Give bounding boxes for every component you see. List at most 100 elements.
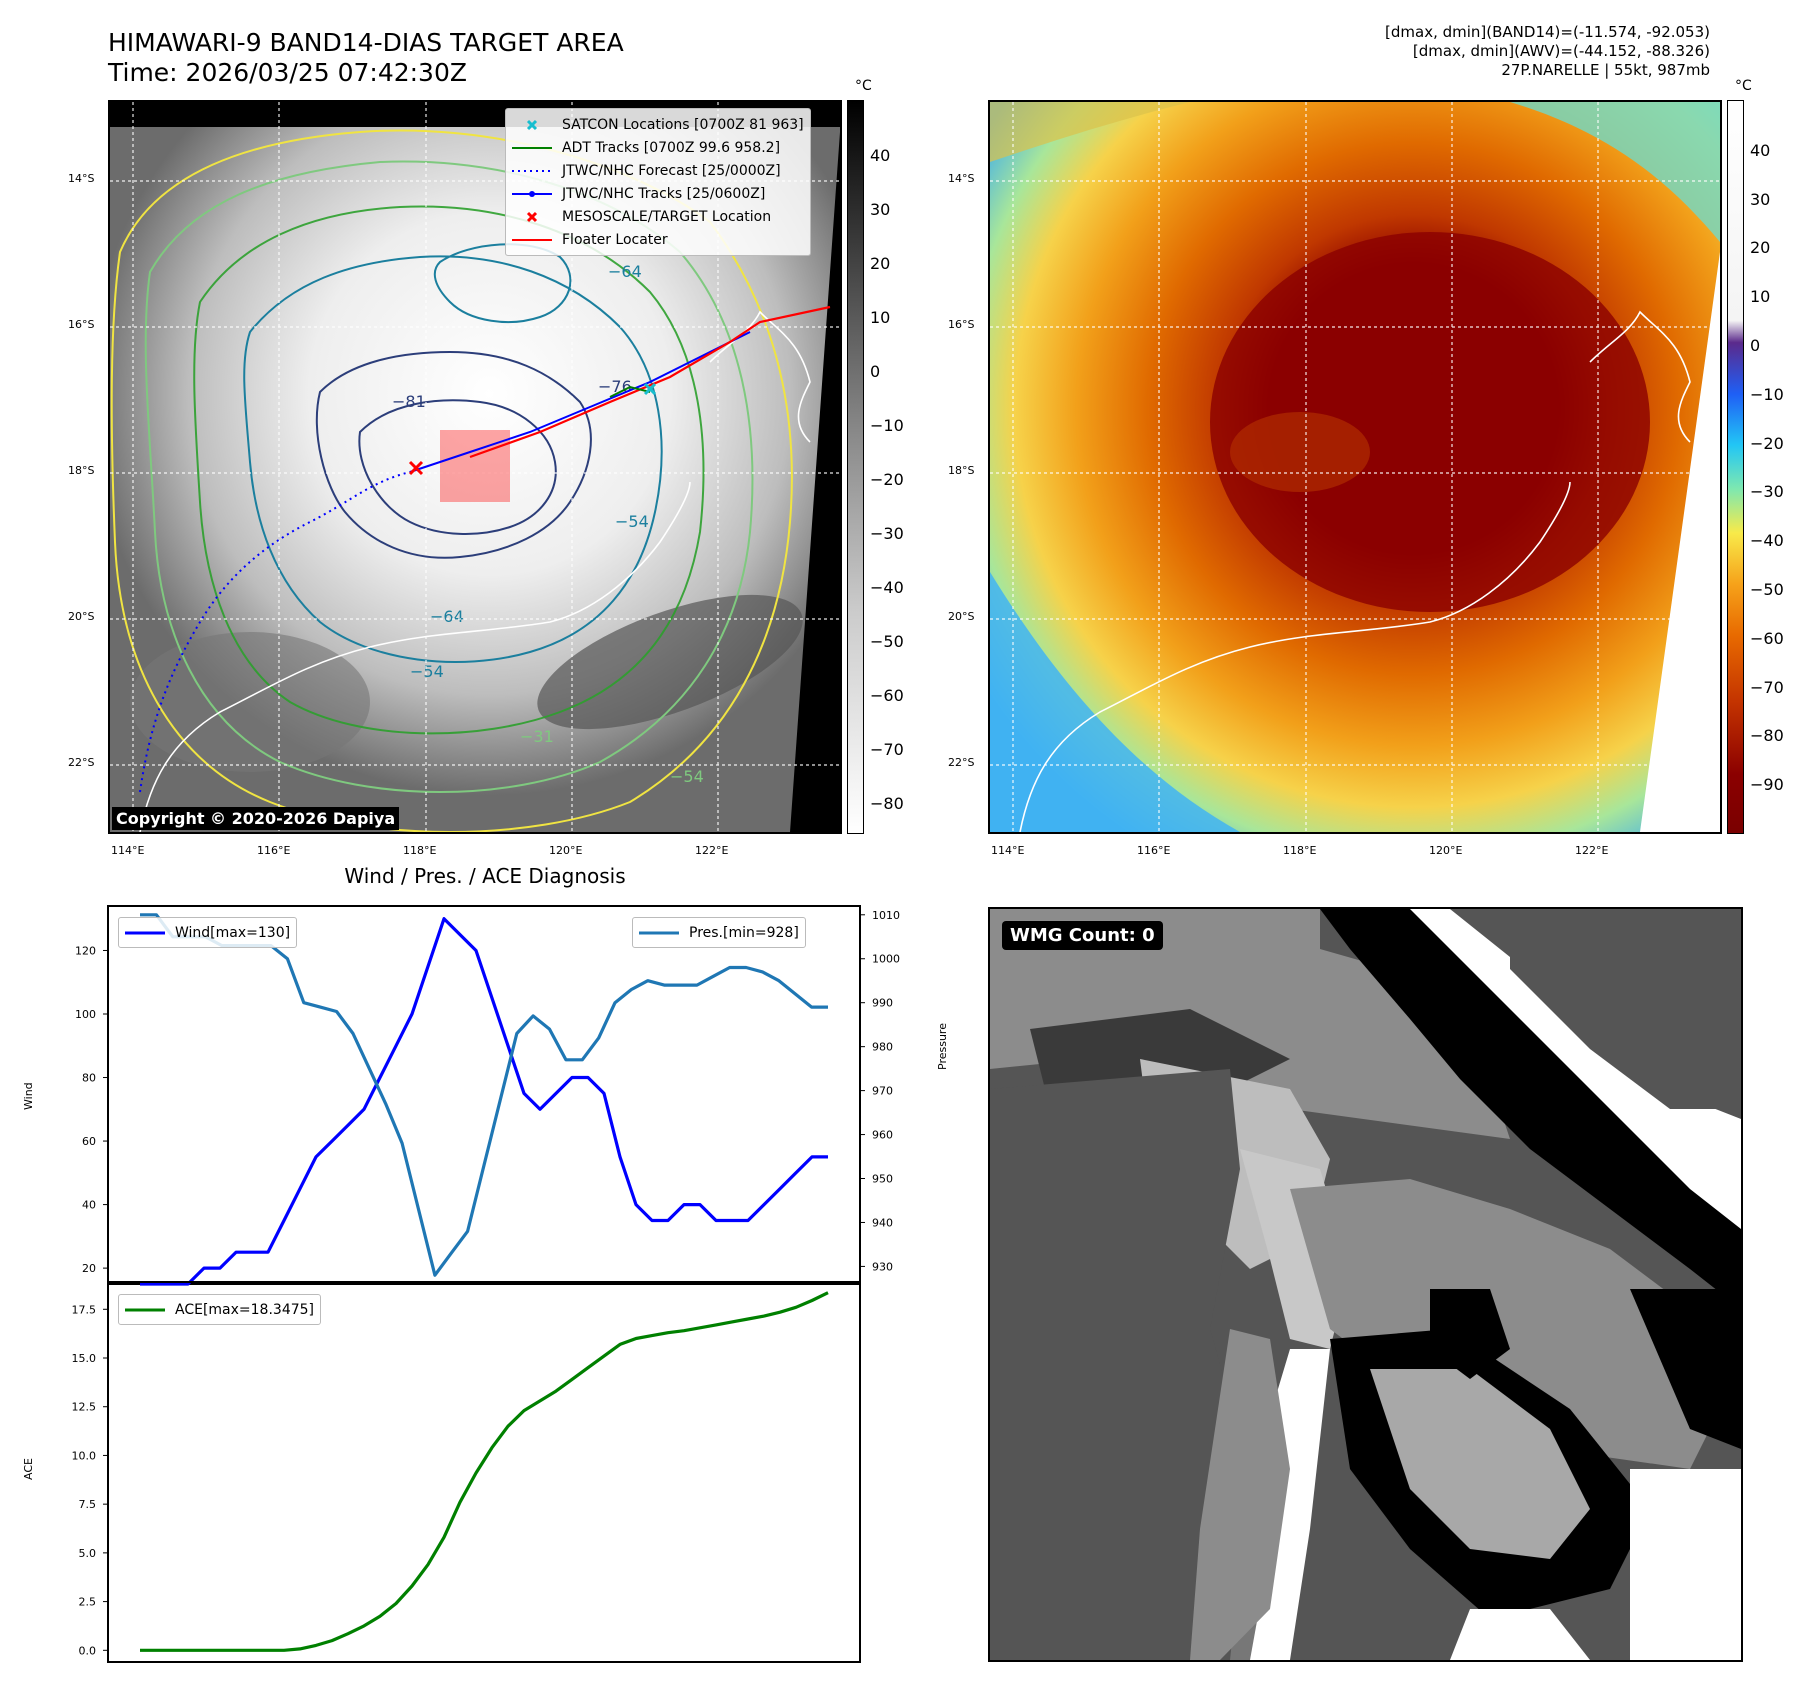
lat-label: 22°S — [948, 756, 975, 769]
dotted-line-icon — [512, 164, 552, 178]
colorbar-tick: −70 — [870, 740, 904, 759]
colorbar-tick: 20 — [870, 254, 891, 273]
line-marker-icon — [512, 233, 552, 247]
contour-label: −76 — [598, 377, 632, 396]
colorbar-tick: 40 — [870, 146, 891, 165]
legend-entry-wind: Wind[max=130] — [125, 921, 290, 944]
map-legend: SATCON Locations [0700Z 81 963] ADT Trac… — [505, 108, 811, 256]
y-tick-label: 20 — [82, 1262, 96, 1275]
y-tick-label: 60 — [82, 1135, 96, 1148]
contour-label: −54 — [615, 512, 649, 531]
series-line-wind — [140, 917, 828, 1286]
y-tick-label: 17.5 — [72, 1303, 97, 1316]
colorbar-tick: −60 — [1750, 629, 1784, 648]
colorbar-tick: −90 — [1750, 775, 1784, 794]
colorbar-tick: 0 — [870, 362, 881, 381]
wmg-image — [990, 909, 1741, 1660]
lon-label: 116°E — [257, 844, 291, 857]
colorbar-tick: −80 — [1750, 726, 1784, 745]
y2-tick-label: 940 — [872, 1216, 893, 1229]
colorbar-tick: 0 — [1750, 336, 1761, 355]
lat-label: 14°S — [68, 172, 95, 185]
colorbar-unit: °C — [1735, 78, 1752, 94]
y2-tick-label: 960 — [872, 1129, 893, 1142]
colorbar-tick: −50 — [870, 632, 904, 651]
color-colorbar — [1727, 100, 1744, 834]
colorbar-tick: −20 — [1750, 434, 1784, 453]
storm-info: [dmax, dmin](BAND14)=(-11.574, -92.053) … — [1385, 23, 1710, 80]
info-line-2: [dmax, dmin](AWV)=(-44.152, -88.326) — [1412, 42, 1710, 60]
plot-frame — [107, 905, 861, 1285]
colorbar-tick: −40 — [870, 578, 904, 597]
contour-label: −31 — [520, 727, 554, 746]
y-tick-label: 15.0 — [72, 1352, 97, 1365]
colorbar-tick: 40 — [1750, 141, 1771, 160]
ir-map-panel: −64 −76 −81 −54 −64 −54 −31 −54 — [108, 100, 842, 834]
wind-pressure-chart: 20 40 60 80 100 120 930 940 950 960 970 980 990 1000 1… — [75, 905, 900, 1286]
colorbar-tick: −20 — [870, 470, 904, 489]
line-marker-icon — [125, 926, 165, 940]
pressure-legend: Pres.[min=928] — [632, 917, 806, 948]
legend-label: JTWC/NHC Tracks [25/0600Z] — [562, 185, 766, 202]
line-marker-icon — [125, 1303, 165, 1317]
y-tick-label: 40 — [82, 1199, 96, 1212]
colorbar-tick: −80 — [870, 794, 904, 813]
y2-tick-label: 970 — [872, 1085, 893, 1098]
contour-label: −81 — [392, 392, 426, 411]
y-tick-label: 12.5 — [72, 1401, 97, 1414]
title-line-1: HIMAWARI-9 BAND14-DIAS TARGET AREA — [108, 28, 624, 57]
lon-label: 122°E — [1575, 844, 1609, 857]
colorbar-tick: −30 — [1750, 482, 1784, 501]
lon-label: 120°E — [1429, 844, 1463, 857]
lat-label: 14°S — [948, 172, 975, 185]
contour-label: −54 — [670, 767, 704, 786]
y-tick-label: 80 — [82, 1072, 96, 1085]
lon-label: 122°E — [695, 844, 729, 857]
lon-label: 118°E — [1283, 844, 1317, 857]
legend-entry-satcon: SATCON Locations [0700Z 81 963] — [512, 113, 804, 136]
colorbar-tick: 20 — [1750, 238, 1771, 257]
lat-label: 16°S — [68, 318, 95, 331]
lon-label: 116°E — [1137, 844, 1171, 857]
colorbar-tick: 30 — [1750, 190, 1771, 209]
lon-label: 120°E — [549, 844, 583, 857]
legend-entry-target: MESOSCALE/TARGET Location — [512, 205, 804, 228]
series-line-ace — [140, 1291, 829, 1652]
lon-label: 114°E — [111, 844, 145, 857]
colorbar-tick: −10 — [1750, 385, 1784, 404]
ace-axis-label: ACE — [22, 1458, 35, 1480]
lon-label: 118°E — [403, 844, 437, 857]
line-marker-icon — [639, 926, 679, 940]
lat-label: 18°S — [948, 464, 975, 477]
lat-label: 16°S — [948, 318, 975, 331]
y-tick-label: 5.0 — [79, 1547, 97, 1560]
line-dot-marker-icon — [512, 187, 552, 201]
copyright-badge: Copyright © 2020-2026 Dapiya — [112, 807, 400, 830]
info-line-3: 27P.NARELLE | 55kt, 987mb — [1501, 61, 1710, 79]
wind-legend: Wind[max=130] — [118, 917, 298, 948]
contour-label: −54 — [410, 662, 444, 681]
legend-entry-floater: Floater Locater — [512, 228, 804, 251]
legend-entry-ace: ACE[max=18.3475] — [125, 1298, 314, 1321]
color-ir-map-panel — [988, 100, 1722, 834]
wmg-panel: WMG Count: 0 — [988, 907, 1743, 1662]
grayscale-colorbar — [847, 100, 864, 834]
y-tick-label: 2.5 — [79, 1596, 97, 1609]
lat-label: 20°S — [948, 610, 975, 623]
legend-entry-tracks: JTWC/NHC Tracks [25/0600Z] — [512, 182, 804, 205]
ace-chart: 0.0 2.5 5.0 7.5 10.0 12.5 15.0 17.5 — [72, 1281, 861, 1663]
y2-tick-label: 1010 — [872, 909, 900, 922]
info-line-1: [dmax, dmin](BAND14)=(-11.574, -92.053) — [1385, 23, 1710, 41]
legend-label: Floater Locater — [562, 231, 668, 248]
colorbar-tick: −10 — [870, 416, 904, 435]
y-tick-label: 7.5 — [79, 1498, 97, 1511]
colorbar-tick: 10 — [870, 308, 891, 327]
y2-tick-label: 950 — [872, 1173, 893, 1186]
x-marker-icon — [512, 118, 552, 132]
lat-label: 22°S — [68, 756, 95, 769]
diagnosis-title: Wind / Pres. / ACE Diagnosis — [344, 864, 626, 888]
y2-tick-label: 990 — [872, 997, 893, 1010]
y-tick-label: 0.0 — [79, 1644, 97, 1657]
contour-label: −64 — [430, 607, 464, 626]
y2-tick-label: 1000 — [872, 953, 900, 966]
